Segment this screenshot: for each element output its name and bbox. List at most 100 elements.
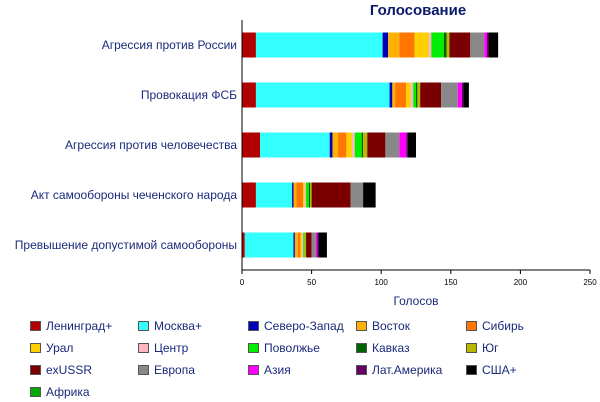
- legend-swatch: [30, 365, 41, 375]
- bar-segment: [410, 82, 414, 108]
- bar-segment: [446, 32, 450, 58]
- bar-segment: [306, 182, 309, 208]
- bar-segment: [296, 182, 304, 208]
- bar-segment: [367, 132, 386, 158]
- x-tick-label: 100: [375, 278, 389, 287]
- legend-swatch: [248, 321, 259, 331]
- legend-item: Урал: [30, 338, 73, 358]
- legend-label: Поволжье: [264, 341, 320, 355]
- x-tick-label: 50: [307, 278, 316, 287]
- legend-item: Африка: [30, 382, 90, 402]
- bar-segment: [486, 32, 489, 58]
- bar-segment: [385, 132, 400, 158]
- x-tick-label: 0: [240, 278, 245, 287]
- legend-swatch: [138, 343, 149, 353]
- bar-segment: [255, 32, 383, 58]
- legend-label: Ленинград+: [46, 319, 113, 333]
- bar-segment: [329, 132, 333, 158]
- legend-item: Сибирь: [466, 316, 524, 336]
- bar-segment: [311, 182, 351, 208]
- bar-segment: [303, 232, 305, 258]
- bar-segment: [300, 232, 302, 258]
- legend-swatch: [30, 343, 41, 353]
- category-label: Агрессия против России: [102, 38, 237, 52]
- category-label: Провокация ФСБ: [141, 88, 237, 102]
- bar-segment: [303, 182, 305, 208]
- bar-segment: [297, 232, 301, 258]
- bar-segment: [304, 182, 307, 208]
- category-label: Акт самообороны чеченского народа: [31, 188, 238, 202]
- bars-group: [242, 32, 499, 258]
- x-tick-label: 150: [444, 278, 458, 287]
- legend-label: Лат.Америка: [372, 363, 443, 377]
- bar-segment: [416, 82, 418, 108]
- bar-segment: [399, 32, 415, 58]
- bar-segment: [399, 132, 407, 158]
- category-label: Превышение допустимой самообороны: [15, 238, 237, 252]
- bar-segment: [417, 82, 421, 108]
- legend-swatch: [356, 343, 367, 353]
- legend-label: exUSSR: [46, 363, 93, 377]
- bar-segment: [244, 232, 294, 258]
- legend-swatch: [466, 343, 477, 353]
- bar-segment: [414, 32, 429, 58]
- bar-segment: [406, 132, 408, 158]
- bar-segment: [260, 132, 330, 158]
- bar-segment: [293, 232, 295, 258]
- bar-segment: [293, 182, 297, 208]
- category-label: Агрессия против человечества: [65, 138, 237, 152]
- bar-segment: [413, 82, 416, 108]
- x-ticks: 0 50 100 150 200 250: [240, 270, 597, 287]
- x-tick-label: 200: [514, 278, 528, 287]
- legend-label: Восток: [372, 319, 410, 333]
- x-tick-label: 250: [583, 278, 597, 287]
- bar-segment: [443, 32, 447, 58]
- legend-item: Поволжье: [248, 338, 320, 358]
- legend-swatch: [30, 387, 41, 397]
- legend-swatch: [356, 321, 367, 331]
- bar-segment: [407, 132, 416, 158]
- legend-swatch: [248, 365, 259, 375]
- legend-swatch: [356, 365, 367, 375]
- bar-segment: [292, 182, 294, 208]
- bar-segment: [388, 32, 400, 58]
- bar-segment: [242, 232, 245, 258]
- bar-segment: [242, 82, 256, 108]
- bar-segment: [332, 132, 339, 158]
- legend-item: exUSSR: [30, 360, 92, 380]
- bar-segment: [382, 32, 389, 58]
- bar-segment: [351, 132, 355, 158]
- bar-segment: [317, 232, 319, 258]
- bar-segment: [338, 132, 347, 158]
- bar-segment: [310, 182, 312, 208]
- bar-segment: [315, 232, 318, 258]
- bar-segment: [304, 232, 307, 258]
- legend-swatch: [466, 365, 477, 375]
- bar-segment: [457, 82, 462, 108]
- legend-label: Сибирь: [482, 319, 524, 333]
- legend-item: Азия: [248, 360, 291, 380]
- bar-segment: [242, 182, 256, 208]
- legend-label: Европа: [154, 363, 195, 377]
- legend-item: Северо-Запад: [248, 316, 344, 336]
- legend-label: Центр: [154, 341, 189, 355]
- bar-segment: [431, 32, 444, 58]
- legend-item: Кавказ: [356, 338, 410, 358]
- legend-item: Юг: [466, 338, 499, 358]
- stacked-bar-chart: Голосование Агрессия против России Провок…: [15, 2, 597, 308]
- bar-segment: [463, 82, 469, 108]
- bar-segment: [242, 32, 256, 58]
- legend-swatch: [138, 365, 149, 375]
- legend-swatch: [138, 321, 149, 331]
- x-axis-label: Голосов: [393, 294, 438, 308]
- legend: Ленинград+ Москва+ Северо-Запад Восток Сибир…: [0, 314, 600, 400]
- bar-segment: [301, 232, 304, 258]
- bar-segment: [255, 182, 293, 208]
- legend-swatch: [466, 321, 477, 331]
- bar-segment: [420, 82, 442, 108]
- bar-segment: [392, 82, 396, 108]
- bar-segment: [255, 82, 390, 108]
- bar-segment: [361, 132, 364, 158]
- bar-segment: [350, 182, 364, 208]
- bar-segment: [389, 82, 393, 108]
